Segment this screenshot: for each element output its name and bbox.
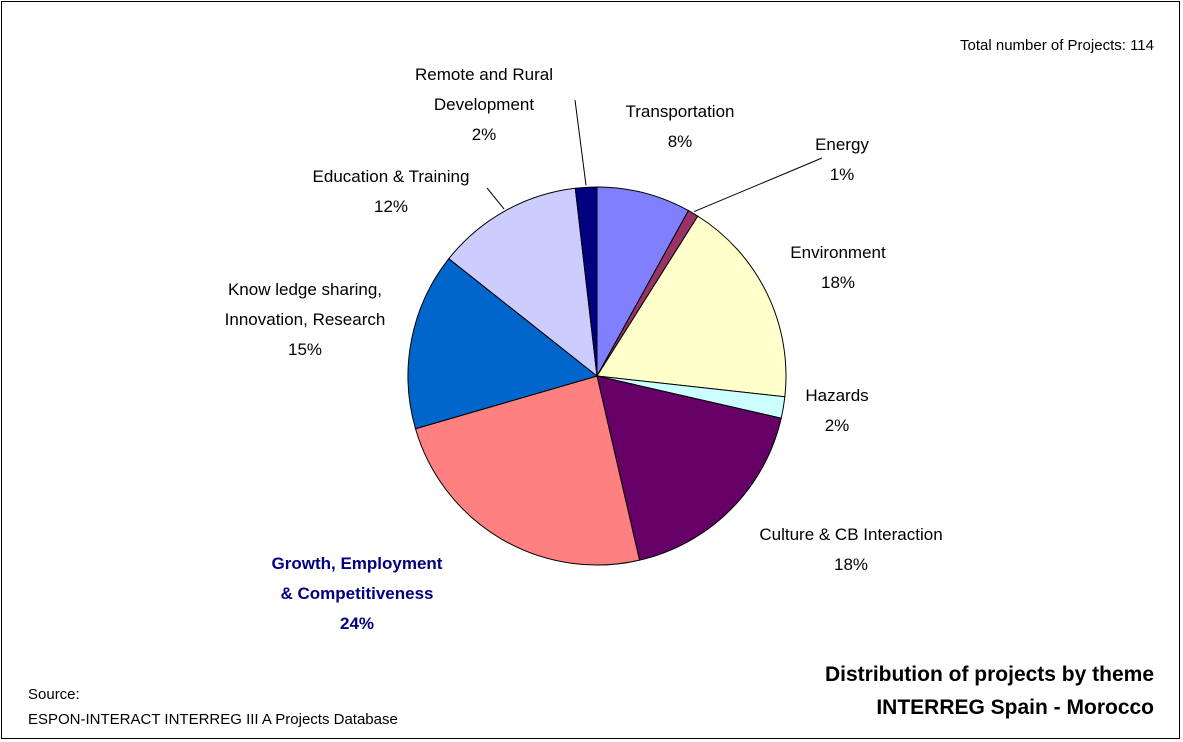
pie-slice-0 bbox=[596, 186, 690, 377]
slice-label-2: Environment 18% bbox=[790, 243, 886, 292]
slice-label-5: Growth, Employment & Competitiveness 24% bbox=[272, 554, 443, 633]
pie-slice-4 bbox=[596, 375, 782, 561]
source-label: Source: bbox=[28, 686, 80, 703]
slice-label-7: Education & Training 12% bbox=[313, 167, 470, 216]
slice-label-0: Transportation 8% bbox=[626, 102, 735, 151]
slice-labels: Transportation 8% Energy 1% Environment 18% Ha… bbox=[225, 65, 943, 633]
leader-lines bbox=[486, 99, 823, 213]
source-text: ESPON-INTERACT INTERREG III A Projects D… bbox=[28, 711, 398, 728]
slice-label-8: Remote and Rural Development 2% bbox=[415, 65, 553, 144]
chart-subtitle: INTERREG Spain - Morocco bbox=[876, 696, 1154, 719]
leader-line-7 bbox=[486, 187, 505, 210]
total-projects-label: Total number of Projects: 114 bbox=[960, 37, 1154, 54]
slice-label-6: Know ledge sharing, Innovation, Research 1… bbox=[225, 280, 386, 359]
slice-label-3: Hazards 2% bbox=[805, 386, 868, 435]
pie-slice-5 bbox=[414, 375, 641, 566]
slice-label-4: Culture & CB Interaction 18% bbox=[759, 525, 942, 574]
slice-label-1: Energy 1% bbox=[815, 135, 869, 184]
pie-slice-2 bbox=[596, 215, 787, 398]
pie-slice-6 bbox=[407, 257, 599, 430]
chart-title: Distribution of projects by theme bbox=[825, 663, 1154, 686]
pie-slice-8 bbox=[574, 186, 598, 377]
leader-line-1 bbox=[694, 157, 823, 213]
pie-slice-7 bbox=[448, 187, 598, 378]
pie-slices bbox=[407, 186, 787, 566]
leader-line-8 bbox=[574, 99, 587, 186]
